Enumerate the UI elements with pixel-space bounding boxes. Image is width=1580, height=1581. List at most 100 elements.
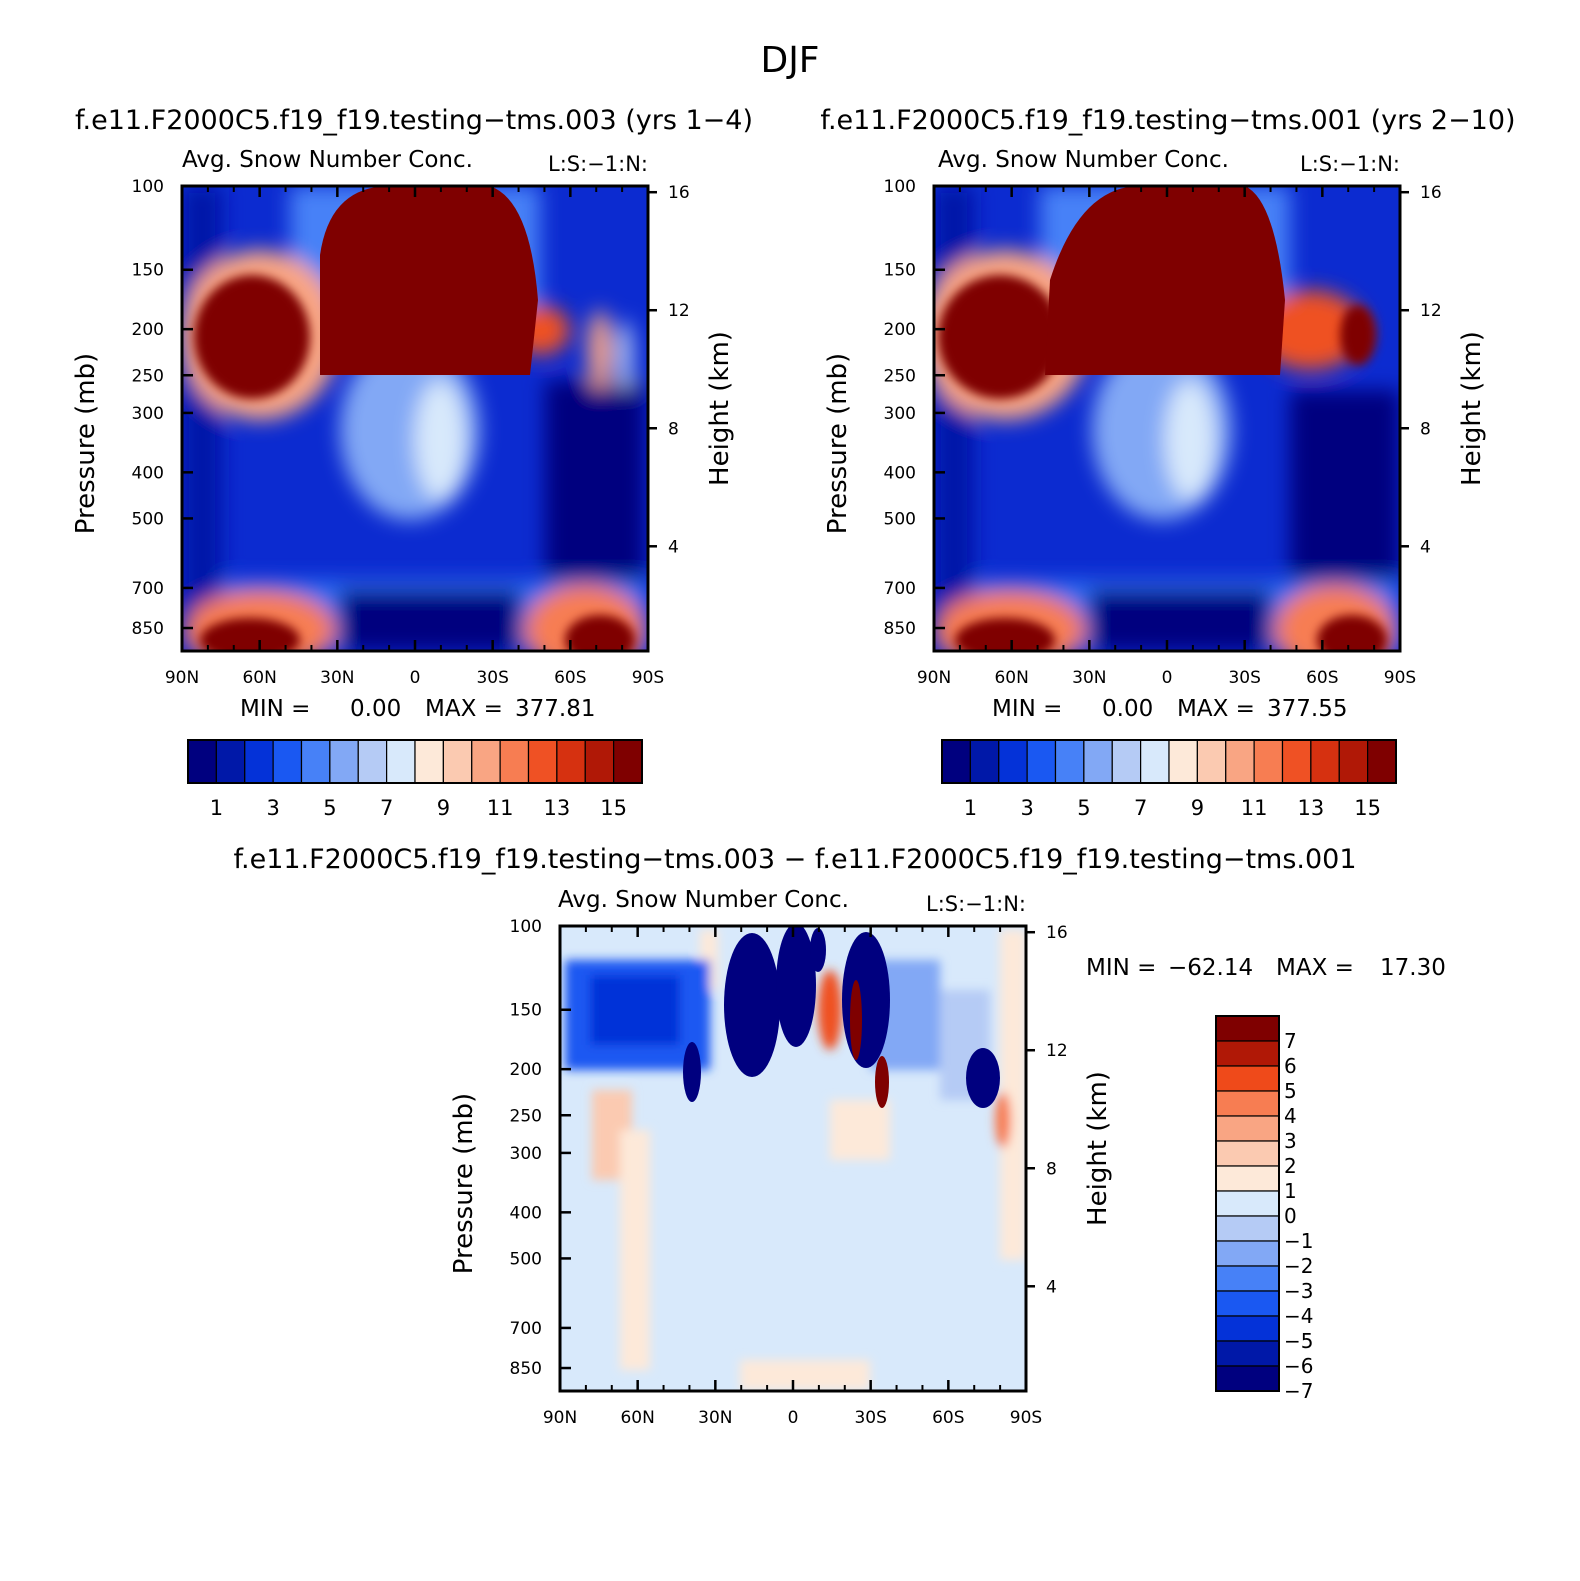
panel-2-colorbar-swatch [1367,739,1397,784]
panel-2: f.e11.F2000C5.f19_f19.testing−tms.001 (y… [820,105,1515,820]
panel-1-colorbar-swatch [215,739,246,784]
panel-3-negative-cores [683,926,1000,1108]
panel-1-colorbar-label: 1 [210,796,223,820]
panel-1-y-tick-label: 200 [132,320,164,340]
panel-1-colorbar: 1 3 5 7 9 11 13 15 [187,739,643,820]
panel-3-height-tick-label: 12 [1046,1041,1068,1061]
panel-2-x-tick-label: 0 [1162,668,1173,688]
panel-2-colorbar-swatch [1168,739,1198,784]
panel-2-colorbar: 1 3 5 7 9 11 13 15 [941,739,1397,820]
panel-2-y-tick-label: 150 [884,261,916,281]
panel-2-colorbar-swatch [1054,739,1085,784]
panel-3-colorbar-frame [1215,1015,1280,1392]
panel-1-y-tick-label: 500 [132,509,164,529]
panel-1-colorbar-frame [187,739,643,784]
panel-2-max-value: 377.55 [1267,696,1347,722]
panel-2-x-tick-label: 90S [1384,668,1416,688]
panel-3-ylabel: Pressure (mb) [449,1093,479,1274]
panel-3-colorbar-label: −1 [1284,1229,1313,1253]
panel-1-x-tick-label: 30N [320,668,354,688]
panel-3-x-tick-label: 60N [620,1408,654,1428]
panel-2-max-label: MAX = [1177,696,1255,722]
panel-1-colorbar-label: 9 [437,796,450,820]
panel-1-y-tick-label: 150 [132,261,164,281]
panel-1-colorbar-swatch [471,739,501,784]
panel-2-colorbar-label: 3 [1020,796,1033,820]
panel-3-y-tick-label: 500 [510,1249,542,1269]
panel-2-y-tick-label: 250 [884,366,916,386]
panel-3-colorbar-label: 1 [1284,1179,1297,1203]
panel-1-x-tick-label: 90S [632,668,664,688]
panel-2-colorbar-label: 15 [1354,796,1381,820]
panel-2-min-value: 0.00 [1102,696,1153,722]
panel-1-colorbar-swatch [584,739,615,784]
panel-1-colorbar-swatch [527,739,558,784]
panel-1-subtitle: Avg. Snow Number Conc. [182,147,473,173]
panel-3-colorbar-swatch [1215,1215,1280,1242]
panel-2-ylabel-right: Height (km) [1457,331,1487,486]
panel-3-colorbar-label: 0 [1284,1204,1297,1228]
panel-1-colorbar-label: 3 [266,796,279,820]
panel-3-ylabel-right: Height (km) [1083,1071,1113,1226]
panel-2-x-tick-label: 30S [1228,668,1260,688]
panel-3-x-tick-label: 90N [543,1408,577,1428]
panel-1-colorbar-swatch [329,739,359,784]
panel-2-colorbar-label: 7 [1134,796,1147,820]
panel-3-units-note: L:S:−1:N: [926,892,1026,916]
panel-3-colorbar-label: −5 [1284,1329,1313,1353]
panel-2-height-tick-label: 12 [1420,301,1442,321]
panel-3-height-tick-label: 8 [1046,1159,1057,1179]
panel-3-height-tick-label: 16 [1046,923,1068,943]
panel-2-colorbar-swatch [1281,739,1312,784]
panel-3-colorbar-label: −4 [1284,1304,1313,1328]
panel-2-min-label: MIN = [992,696,1062,722]
panel-3-y-tick-label: 300 [510,1144,542,1164]
panel-1-colorbar-label: 13 [544,796,571,820]
panel-3-colorbar-swatch [1215,1015,1280,1042]
panel-2-colorbar-swatch [1196,739,1227,784]
panel-3-y-tick-label: 150 [510,1001,542,1021]
panel-3-positive-cores [850,980,889,1108]
panel-2-y-tick-label: 100 [884,177,916,197]
panel-1-max-label: MAX = [425,696,503,722]
panel-1-colorbar-swatch [613,739,643,784]
panel-1-colorbar-swatch [442,739,473,784]
panel-1-min-label: MIN = [240,696,310,722]
panel-3-x-tick-label: 30N [698,1408,732,1428]
panel-3-y-tick-label: 200 [510,1060,542,1080]
panel-3-colorbar-swatch [1215,1140,1280,1167]
panel-2-axes: 90N 60N 30N 0 30S 60S 90S 100 150 200 250 300 400 500… [823,177,1487,688]
panel-3-min-label: MIN = [1086,955,1156,981]
panel-1-y-tick-label: 250 [132,366,164,386]
panel-3-colorbar-label: −3 [1284,1279,1313,1303]
panel-3-y-tick-label: 250 [510,1106,542,1126]
panel-1-ylabel: Pressure (mb) [71,353,101,534]
panel-2-colorbar-swatch [1338,739,1369,784]
panel-1-y-tick-label: 700 [132,579,164,599]
panel-2-plot-area [934,186,1400,651]
panel-3-colorbar-swatch [1215,1065,1280,1092]
panel-3-colorbar-label: 5 [1284,1079,1297,1103]
panel-3-colorbar-swatch [1215,1340,1280,1367]
panel-2-colorbar-swatch [1111,739,1142,784]
panel-2-colorbar-label: 13 [1298,796,1325,820]
panel-3-colorbar-label: −7 [1284,1379,1313,1403]
panel-2-y-tick-label: 500 [884,509,916,529]
panel-1-y-tick-label: 400 [132,463,164,483]
panel-3-colorbar-swatch [1215,1115,1280,1142]
panel-3-colorbar-label: 3 [1284,1129,1297,1153]
panel-3-axes: 90N 60N 30N 0 30S 60S 90S 100 150 200 250 300 400 500… [449,917,1113,1428]
panel-2-units-note: L:S:−1:N: [1300,152,1400,176]
panel-1-x-tick-label: 0 [410,668,421,688]
panel-2-subtitle: Avg. Snow Number Conc. [938,147,1229,173]
panel-2-colorbar-swatch [1310,739,1340,784]
panel-3-colorbar-swatch [1215,1190,1280,1217]
panel-1-colorbar-label: 15 [600,796,627,820]
panel-3-colorbar-label: 4 [1284,1104,1297,1128]
panel-3-subtitle: Avg. Snow Number Conc. [558,887,849,913]
panel-2-y-tick-label: 400 [884,463,916,483]
panel-2-y-tick-label: 700 [884,579,916,599]
panel-3-colorbar-swatch [1215,1365,1280,1392]
panel-1-tropical-max-region [320,186,538,375]
